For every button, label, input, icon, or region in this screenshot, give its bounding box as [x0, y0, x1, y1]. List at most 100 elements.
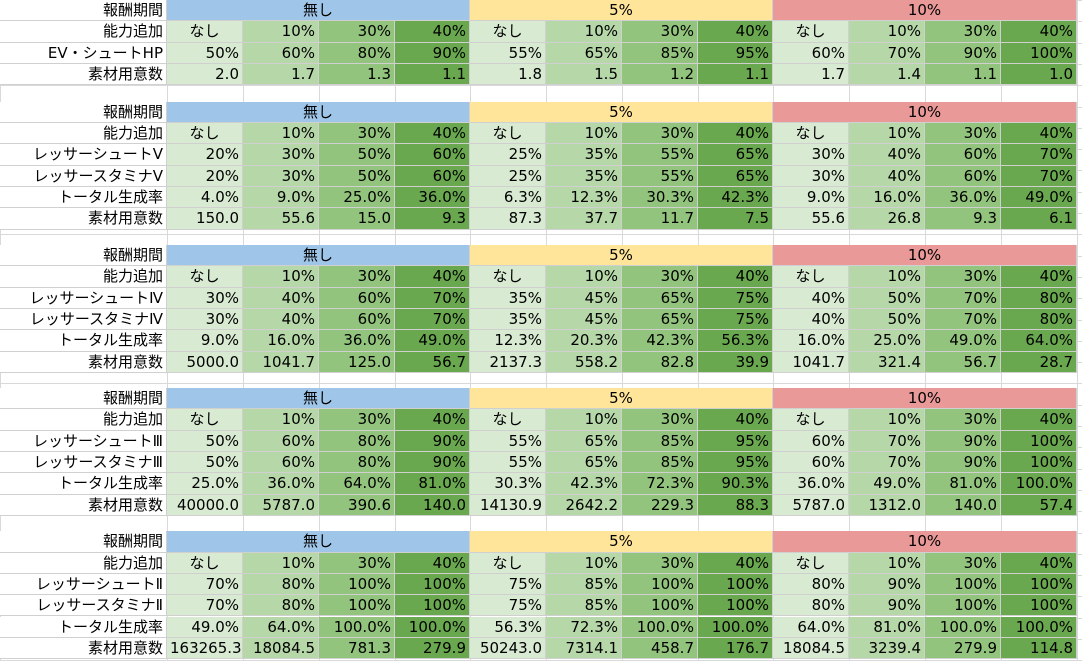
reward-period-label[interactable]: 報酬期間	[0, 0, 167, 21]
table-cell[interactable]: 30.3%	[622, 187, 698, 208]
reward-band-header[interactable]: 10%	[773, 531, 1077, 553]
table-cell[interactable]: 100.0%	[698, 617, 773, 638]
table-cell[interactable]: 50%	[167, 431, 243, 452]
ability-option-cell[interactable]: 10%	[546, 266, 622, 288]
row-label[interactable]: 素材用意数	[0, 495, 167, 516]
table-cell[interactable]: 50%	[167, 43, 243, 64]
ability-option-cell[interactable]: 10%	[849, 553, 925, 574]
table-cell[interactable]: 100%	[395, 595, 470, 616]
reward-band-header[interactable]: 無し	[167, 102, 470, 123]
ability-option-cell[interactable]: 30%	[319, 553, 395, 574]
table-cell[interactable]: 55%	[470, 431, 546, 452]
table-cell[interactable]: 65%	[698, 166, 773, 187]
table-cell[interactable]: 82.8	[622, 352, 698, 373]
ability-option-cell[interactable]: 40%	[1001, 409, 1077, 431]
table-cell[interactable]: 100.0%	[1001, 473, 1077, 495]
table-cell[interactable]: 279.9	[395, 638, 470, 659]
row-label[interactable]: 素材用意数	[0, 208, 167, 230]
table-cell[interactable]: 30%	[773, 166, 849, 187]
table-cell[interactable]: 1.1	[698, 64, 773, 85]
ability-option-cell[interactable]: 40%	[1001, 553, 1077, 574]
table-cell[interactable]: 3239.4	[849, 638, 925, 659]
table-cell[interactable]: 60%	[395, 166, 470, 187]
table-cell[interactable]: 55%	[622, 166, 698, 187]
table-cell[interactable]: 12.3%	[546, 187, 622, 208]
table-cell[interactable]: 49.0%	[167, 617, 243, 638]
table-cell[interactable]: 163265.3	[167, 638, 243, 659]
ability-option-cell[interactable]: 40%	[395, 409, 470, 431]
table-cell[interactable]: 16.0%	[849, 187, 925, 208]
table-cell[interactable]: 64.0%	[243, 617, 319, 638]
ability-option-cell[interactable]: 30%	[925, 123, 1001, 144]
table-cell[interactable]: 60%	[395, 144, 470, 166]
table-cell[interactable]: 56.7	[925, 352, 1001, 373]
table-cell[interactable]: 40%	[849, 144, 925, 166]
ability-option-cell[interactable]: なし	[773, 553, 849, 574]
table-cell[interactable]: 90%	[395, 43, 470, 64]
table-cell[interactable]: 39.9	[698, 352, 773, 373]
table-cell[interactable]: 35%	[546, 144, 622, 166]
table-cell[interactable]: 75%	[698, 309, 773, 330]
table-cell[interactable]: 60%	[773, 431, 849, 452]
table-cell[interactable]: 458.7	[622, 638, 698, 659]
table-cell[interactable]: 60%	[243, 431, 319, 452]
ability-option-cell[interactable]: なし	[470, 123, 546, 144]
table-cell[interactable]: 60%	[925, 166, 1001, 187]
table-cell[interactable]: 1.3	[319, 64, 395, 85]
table-cell[interactable]: 35%	[546, 166, 622, 187]
table-cell[interactable]: 25.0%	[167, 473, 243, 495]
table-cell[interactable]: 72.3%	[622, 473, 698, 495]
table-cell[interactable]: 100%	[1001, 43, 1077, 64]
table-cell[interactable]: 1.0	[1001, 64, 1077, 85]
ability-option-cell[interactable]: なし	[167, 266, 243, 288]
table-cell[interactable]: 140.0	[925, 495, 1001, 516]
table-cell[interactable]: 50%	[167, 452, 243, 473]
reward-period-label[interactable]: 報酬期間	[0, 245, 167, 266]
ability-option-cell[interactable]: なし	[167, 21, 243, 43]
ability-option-cell[interactable]: 10%	[546, 123, 622, 144]
table-cell[interactable]: 100.0%	[395, 617, 470, 638]
ability-option-cell[interactable]: 30%	[622, 123, 698, 144]
table-cell[interactable]: 30%	[167, 288, 243, 309]
table-cell[interactable]: 25.0%	[849, 330, 925, 352]
table-cell[interactable]: 50%	[319, 144, 395, 166]
table-cell[interactable]: 36.0%	[773, 473, 849, 495]
table-cell[interactable]: 100%	[319, 595, 395, 616]
table-cell[interactable]: 100.0%	[1001, 617, 1077, 638]
table-cell[interactable]: 140.0	[395, 495, 470, 516]
ability-option-cell[interactable]: なし	[470, 21, 546, 43]
table-cell[interactable]: 49.0%	[1001, 187, 1077, 208]
table-cell[interactable]: 5787.0	[243, 495, 319, 516]
table-cell[interactable]: 9.0%	[773, 187, 849, 208]
table-cell[interactable]: 1.7	[773, 64, 849, 85]
table-cell[interactable]: 81.0%	[395, 473, 470, 495]
table-cell[interactable]: 60%	[319, 309, 395, 330]
table-cell[interactable]: 70%	[925, 309, 1001, 330]
ability-option-cell[interactable]: 40%	[698, 123, 773, 144]
table-cell[interactable]: 5000.0	[167, 352, 243, 373]
table-cell[interactable]: 60%	[319, 288, 395, 309]
reward-band-header[interactable]: 5%	[470, 388, 773, 409]
table-cell[interactable]: 176.7	[698, 638, 773, 659]
table-cell[interactable]: 20%	[167, 166, 243, 187]
table-cell[interactable]: 16.0%	[243, 330, 319, 352]
table-cell[interactable]: 40%	[773, 288, 849, 309]
table-cell[interactable]: 1.2	[622, 64, 698, 85]
table-cell[interactable]: 85%	[622, 43, 698, 64]
table-cell[interactable]: 40%	[773, 309, 849, 330]
ability-option-cell[interactable]: なし	[773, 266, 849, 288]
table-cell[interactable]: 70%	[925, 288, 1001, 309]
table-cell[interactable]: 42.3%	[698, 187, 773, 208]
table-cell[interactable]: 50%	[849, 288, 925, 309]
table-cell[interactable]: 70%	[849, 431, 925, 452]
table-cell[interactable]: 1041.7	[243, 352, 319, 373]
table-cell[interactable]: 100%	[1001, 595, 1077, 616]
table-cell[interactable]: 65%	[622, 288, 698, 309]
ability-option-cell[interactable]: 10%	[849, 123, 925, 144]
ability-option-cell[interactable]: なし	[470, 553, 546, 574]
ability-option-cell[interactable]: なし	[773, 123, 849, 144]
table-cell[interactable]: 55.6	[773, 208, 849, 230]
ability-add-label[interactable]: 能力追加	[0, 553, 167, 574]
ability-option-cell[interactable]: 40%	[698, 21, 773, 43]
reward-band-header[interactable]: 10%	[773, 0, 1077, 21]
